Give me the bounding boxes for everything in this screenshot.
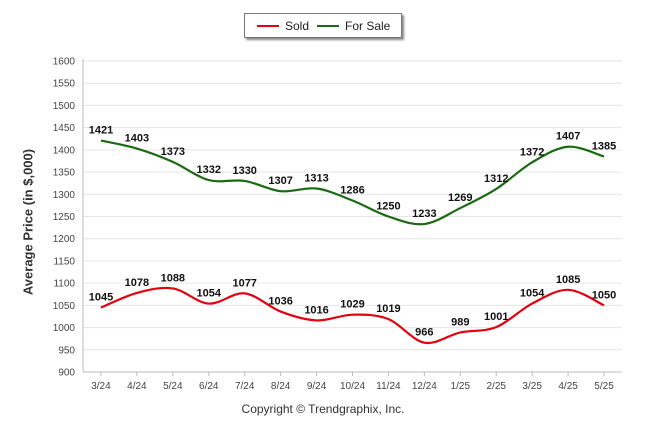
x-tick-label: 11/24 (376, 381, 401, 392)
legend-swatch-sold (257, 25, 279, 27)
y-tick-label: 1600 (53, 57, 76, 68)
y-tick-label: 900 (58, 368, 75, 379)
legend-swatch-for-sale (317, 25, 339, 27)
y-tick-label: 1150 (53, 256, 75, 267)
data-label-sold: 1045 (89, 292, 113, 304)
data-label-sold: 989 (451, 316, 469, 328)
data-label-for-sale: 1312 (484, 173, 508, 185)
data-label-for-sale: 1307 (268, 175, 292, 187)
data-label-for-sale: 1372 (520, 146, 544, 158)
legend-label-for-sale: For Sale (345, 19, 391, 33)
data-label-sold: 1078 (125, 277, 149, 289)
legend-label-sold: Sold (285, 19, 310, 33)
x-tick-label: 3/25 (522, 381, 542, 392)
data-label-sold: 1016 (304, 304, 328, 316)
data-label-sold: 1085 (556, 274, 580, 286)
data-labels: 1045 1078 1088 1054 1077 1036 1016 1029 1019 966 9… (89, 125, 617, 339)
y-tick-label: 1050 (53, 301, 76, 312)
y-tick-label: 1400 (53, 145, 76, 156)
data-label-for-sale: 1313 (304, 173, 328, 185)
data-label-for-sale: 1250 (376, 201, 400, 213)
y-tick-label: 1100 (53, 279, 75, 290)
series-lines (100, 139, 605, 345)
data-label-sold: 1001 (484, 311, 508, 323)
data-label-for-sale: 1286 (340, 185, 364, 197)
y-tick-label: 1550 (53, 79, 76, 90)
copyright-footer: Copyright © Trendgraphix, Inc. (241, 402, 405, 416)
legend-item-sold: Sold (257, 19, 309, 33)
data-label-sold: 1077 (232, 277, 256, 289)
series-line-for-sale (100, 139, 605, 226)
data-label-sold: 1036 (268, 296, 292, 308)
y-tick-label: 1350 (53, 168, 76, 179)
data-label-sold: 1054 (197, 288, 222, 300)
data-label-for-sale: 1385 (592, 141, 616, 153)
y-tick-label: 1300 (53, 190, 76, 201)
x-tick-label: 9/24 (307, 381, 327, 392)
data-label-sold: 1050 (592, 289, 616, 301)
x-tick-label: 6/24 (199, 381, 219, 392)
data-label-for-sale: 1330 (232, 165, 256, 177)
y-tick-label: 1250 (53, 212, 76, 223)
x-tick-label: 1/25 (451, 381, 471, 392)
y-tick-label: 1200 (53, 234, 76, 245)
y-tick-label: 1450 (53, 123, 76, 134)
x-tick-label: 4/24 (127, 381, 147, 392)
data-label-for-sale: 1407 (556, 131, 580, 143)
data-label-for-sale: 1403 (125, 133, 149, 145)
data-label-sold: 1019 (376, 303, 400, 315)
data-label-for-sale: 1233 (412, 208, 436, 220)
data-label-for-sale: 1421 (89, 125, 113, 137)
grid-lines (83, 60, 622, 373)
data-label-for-sale: 1269 (448, 192, 472, 204)
data-label-for-sale: 1373 (161, 146, 185, 158)
data-label-sold: 1088 (161, 272, 185, 284)
x-tick-label: 4/25 (558, 381, 578, 392)
x-tick-label: 10/24 (340, 381, 365, 392)
y-tick-labels: 900 950 1000 1050 1100 1150 1200 1250 1300 1350 14… (53, 57, 76, 379)
x-tick-labels: 3/24 4/24 5/24 6/24 7/24 8/24 9/24 10/24 11/24 12… (91, 381, 614, 392)
data-label-for-sale: 1332 (197, 164, 221, 176)
x-tick-label: 5/24 (163, 381, 183, 392)
x-tick-label: 8/24 (271, 381, 291, 392)
y-tick-label: 1500 (53, 101, 76, 112)
data-label-sold: 1029 (340, 299, 364, 311)
axes (82, 59, 622, 376)
data-label-sold: 966 (415, 327, 433, 339)
legend-item-for-sale: For Sale (317, 19, 390, 33)
legend: Sold For Sale (244, 13, 402, 38)
series-line-sold (100, 286, 605, 345)
y-tick-label: 950 (58, 345, 75, 356)
x-tick-label: 3/24 (91, 381, 111, 392)
data-label-sold: 1054 (520, 288, 545, 300)
x-tick-label: 2/25 (486, 381, 506, 392)
x-tick-label: 12/24 (412, 381, 437, 392)
x-tick-label: 5/25 (594, 381, 614, 392)
y-tick-label: 1000 (53, 323, 76, 334)
x-tick-label: 7/24 (235, 381, 255, 392)
y-axis-label: Average Price (in $,000) (20, 148, 36, 296)
